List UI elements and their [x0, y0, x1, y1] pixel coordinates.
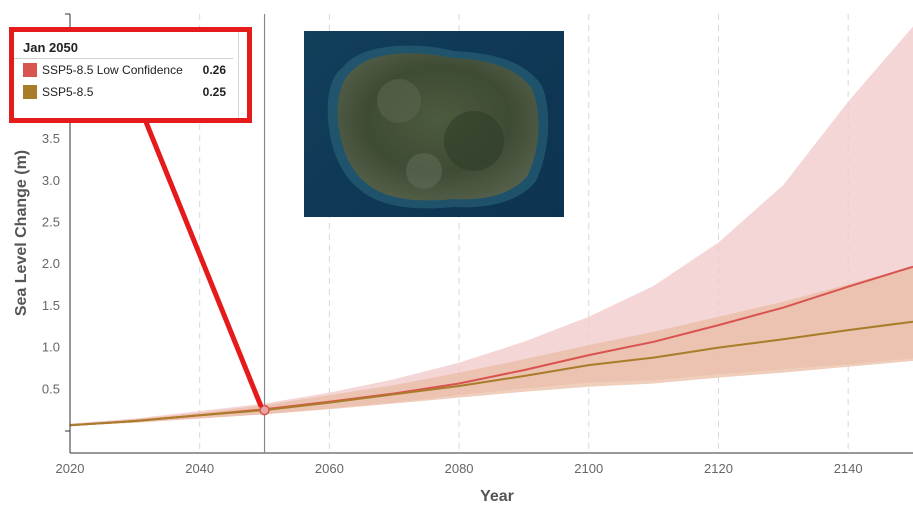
hover-tooltip: Jan 2050 SSP5-8.5 Low Confidence 0.26 SS… — [13, 31, 239, 119]
y-tick-label: 3.5 — [42, 131, 60, 146]
tooltip-row: SSP5-8.5 0.25 — [14, 81, 238, 103]
y-tick-label: 3.0 — [42, 173, 60, 188]
island-satellite-image — [304, 31, 564, 217]
tooltip-series-label: SSP5-8.5 Low Confidence — [42, 63, 183, 77]
confidence-band — [70, 266, 913, 426]
x-tick-label: 2140 — [834, 461, 863, 476]
tooltip-series-value: 0.26 — [202, 63, 226, 77]
tooltip-series-value: 0.25 — [202, 85, 226, 99]
x-tick-label: 2080 — [445, 461, 474, 476]
series-line — [69, 320, 913, 427]
x-tick-label: 2020 — [56, 461, 85, 476]
y-tick-labels: 0.5 1.0 1.5 2.0 2.5 3.0 3.5 — [42, 131, 60, 396]
hover-marker — [259, 404, 270, 416]
y-tick-label: 1.0 — [42, 340, 60, 355]
x-axis-title: Year — [480, 488, 514, 505]
confidence-bands — [70, 26, 913, 426]
y-tick-label: 1.5 — [42, 298, 60, 313]
series-lines — [69, 265, 913, 427]
series-swatch-ssp585 — [23, 85, 37, 99]
y-tick-label: 2.5 — [42, 215, 60, 230]
x-tick-label: 2060 — [315, 461, 344, 476]
x-tick-label: 2040 — [185, 461, 214, 476]
tooltip-title: Jan 2050 — [14, 32, 233, 59]
x-tick-label: 2120 — [704, 461, 733, 476]
x-tick-label: 2100 — [574, 461, 603, 476]
y-tick-label: 0.5 — [42, 381, 60, 396]
annotation-pointer-line — [143, 119, 264, 408]
y-tick-label: 2.0 — [42, 256, 60, 271]
x-tick-labels: 2020 2040 2060 2080 2100 2120 2140 — [56, 461, 863, 476]
series-swatch-low-confidence — [23, 63, 37, 77]
y-axis-title: Sea Level Change (m) — [13, 150, 30, 316]
tooltip-row: SSP5-8.5 Low Confidence 0.26 — [14, 59, 238, 81]
island-graphic — [327, 45, 549, 209]
annotation-highlight-box — [9, 27, 252, 123]
tooltip-series-label: SSP5-8.5 — [42, 85, 94, 99]
hover-crosshair — [259, 14, 270, 453]
